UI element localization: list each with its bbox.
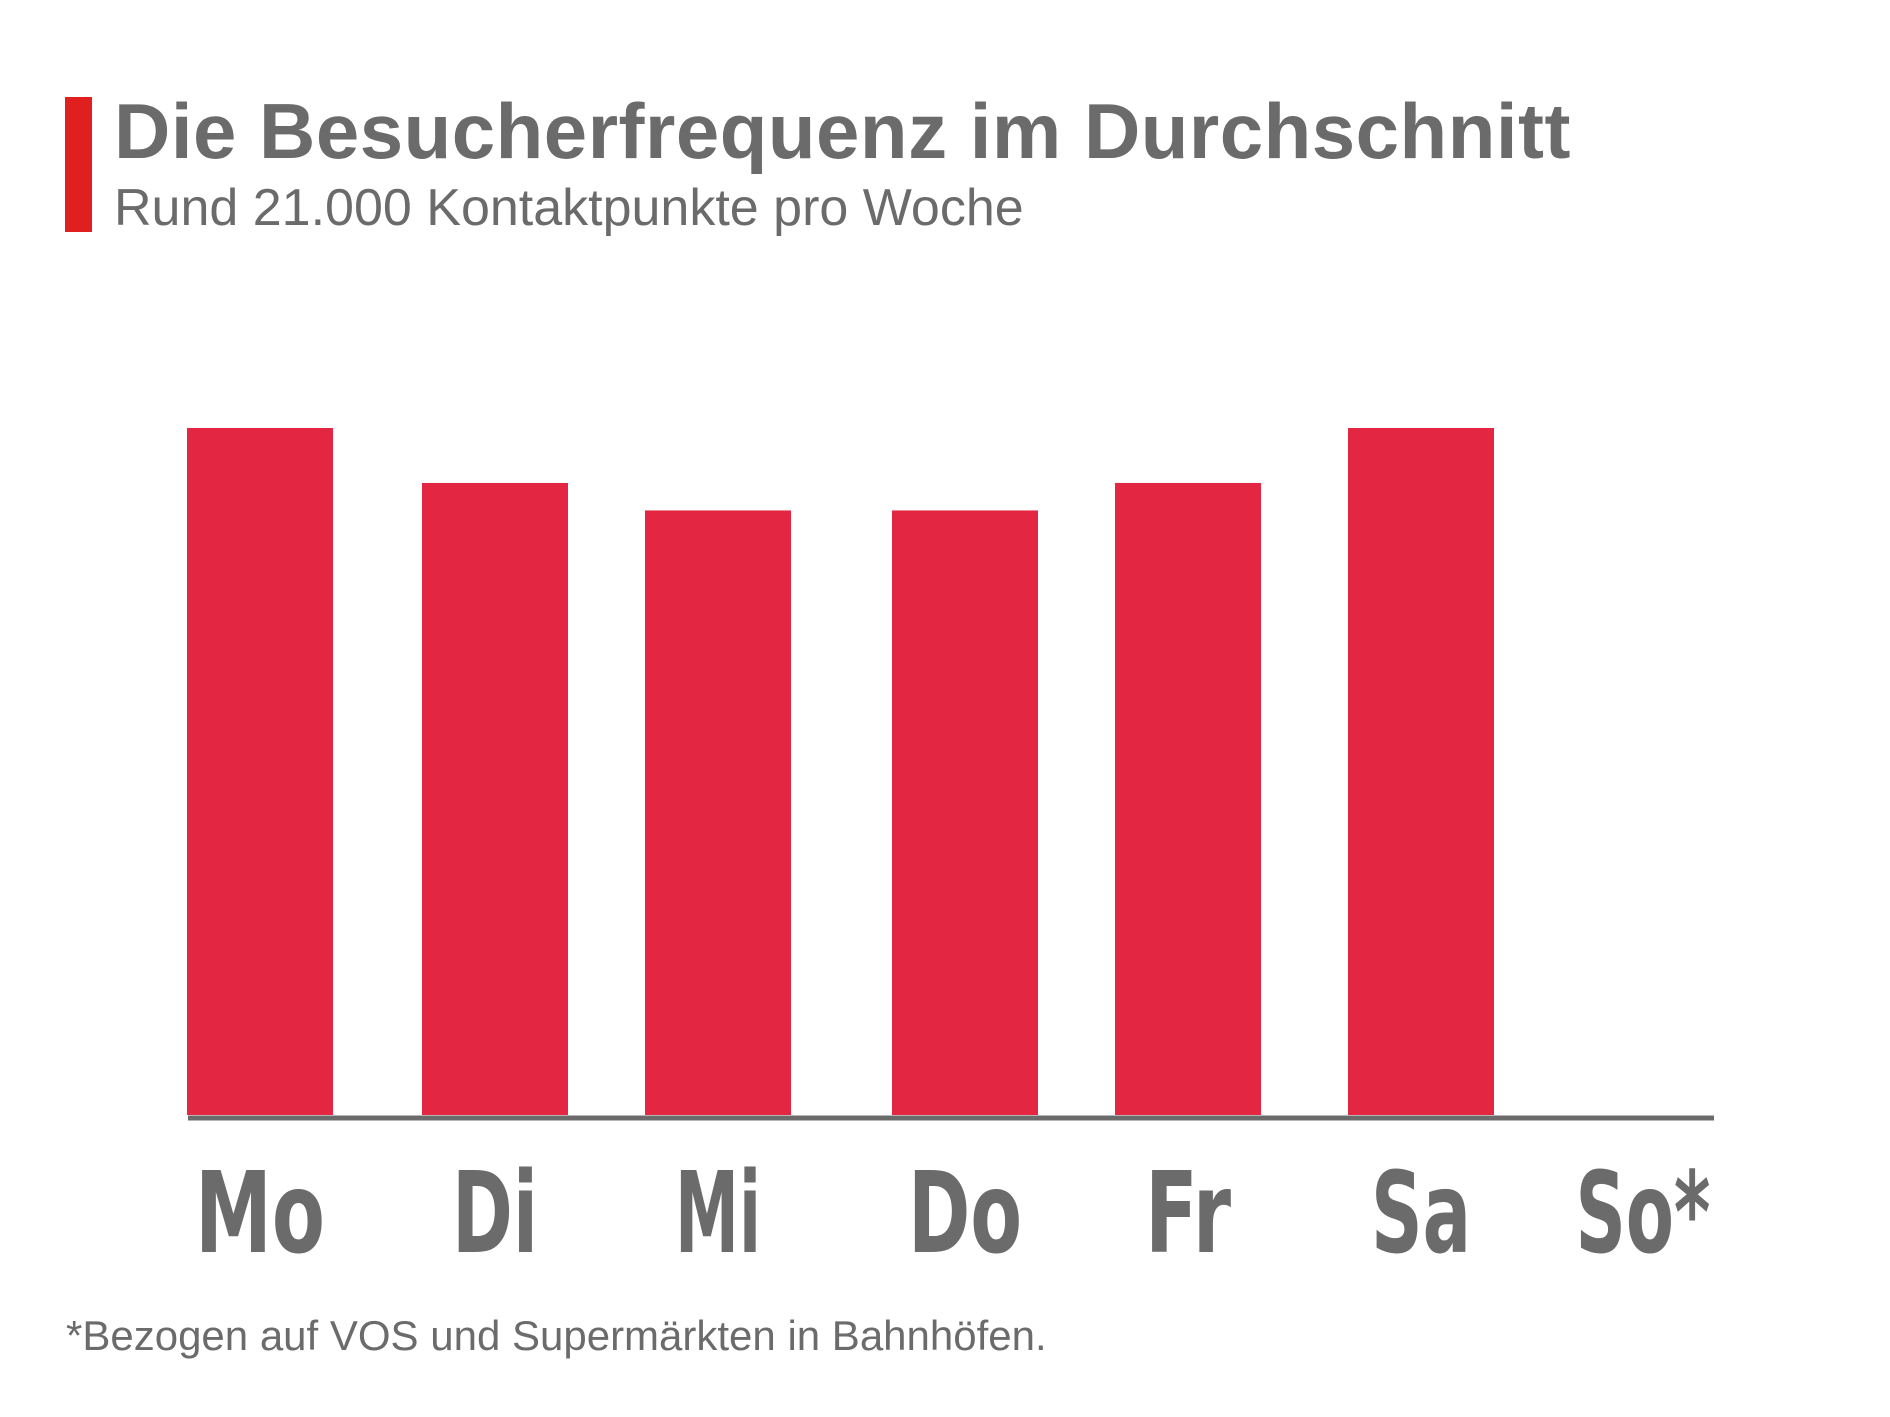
x-tick-label-fr: Fr <box>1145 1149 1231 1279</box>
bar-fr <box>1115 482 1261 1116</box>
footnote: *Bezogen auf VOS und Supermärkten in Bah… <box>66 1312 1047 1359</box>
accent-bar <box>65 97 92 232</box>
chart-subtitle: Rund 21.000 Kontaktpunkte pro Woche <box>114 179 1024 237</box>
x-tick-label-do: Do <box>908 1149 1022 1279</box>
chart-title: Die Besucherfrequenz im Durchschnitt <box>114 87 1571 175</box>
bars-group <box>187 428 1494 1116</box>
bar-mo <box>187 428 333 1115</box>
bar-sa <box>1348 428 1494 1115</box>
x-tick-labels: Mo Di Mi Do Fr Sa So* <box>195 1149 1711 1279</box>
x-tick-label-so: So* <box>1576 1149 1711 1279</box>
bar-di <box>422 482 568 1116</box>
x-tick-label-mi: Mi <box>675 1149 761 1279</box>
bar-do <box>892 510 1038 1115</box>
x-tick-label-sa: Sa <box>1371 1149 1471 1279</box>
x-tick-label-mo: Mo <box>195 1149 325 1279</box>
bar-mi <box>645 510 791 1115</box>
x-tick-label-di: Di <box>452 1149 538 1279</box>
